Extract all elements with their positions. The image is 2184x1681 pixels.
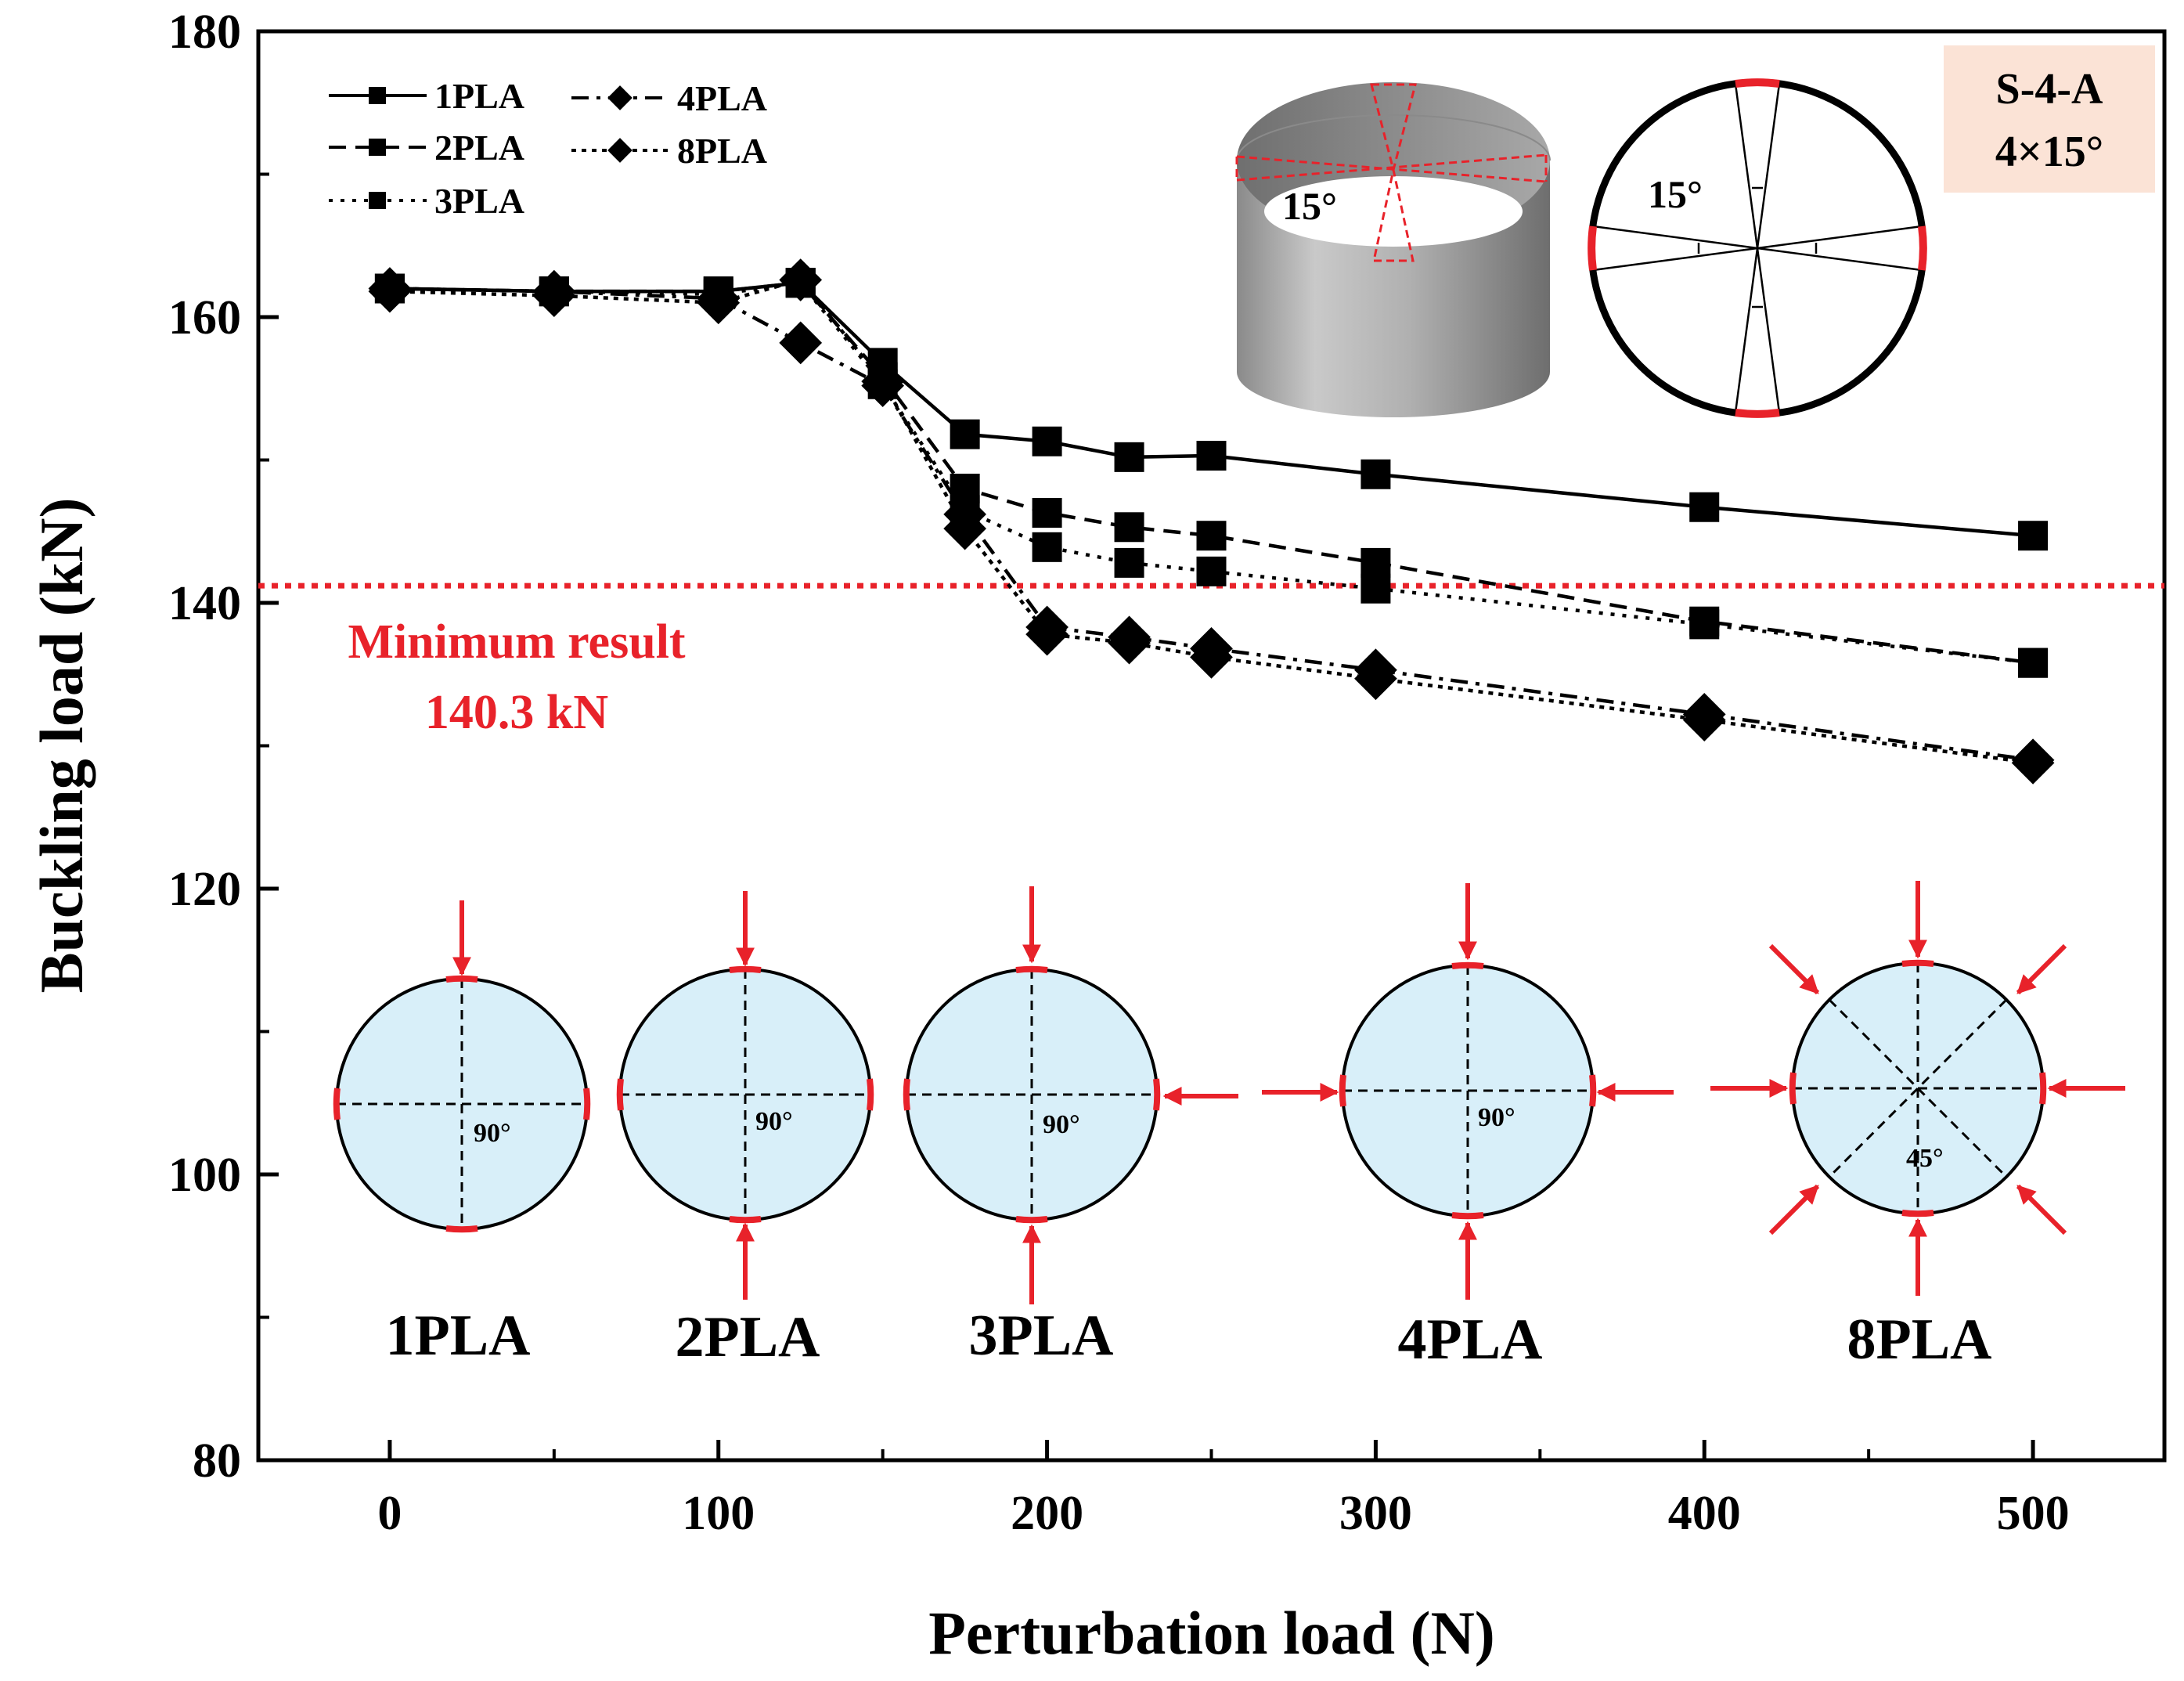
x-tick-label-100: 100 <box>682 1487 755 1540</box>
cross-section-inset: 15° <box>1588 78 1927 418</box>
cross-section-wedges <box>1592 83 1923 413</box>
point-1PLA-400 <box>1689 492 1720 522</box>
x-tick-label-500: 500 <box>1997 1487 2070 1540</box>
point-1PLA-250 <box>1196 441 1227 471</box>
annotation-box-bg <box>1944 45 2155 193</box>
x-tick-label-400: 400 <box>1668 1487 1741 1540</box>
x-axis-title: Perturbation load (N) <box>928 1599 1495 1667</box>
series-line-2PLA <box>389 280 2034 665</box>
annotation-box-line2: 4×15° <box>1995 128 2103 176</box>
diagram-1pla: 90° 1PLA <box>333 900 591 1368</box>
legend-marker-3PLA <box>369 192 386 209</box>
diagram-2pla-label: 2PLA <box>676 1305 820 1369</box>
legend-marker-2PLA <box>369 139 386 156</box>
point-2PLA-200 <box>1032 498 1062 528</box>
legend-label-4PLA: 4PLA <box>677 78 767 118</box>
diagram-3pla: 90° 3PLA <box>903 886 1238 1368</box>
diagram-1pla-angle: 90° <box>474 1119 511 1148</box>
y-tick-label-100: 100 <box>168 1149 241 1202</box>
point-8PLA-0 <box>368 269 412 313</box>
legend-item-8PLA: 8PLA <box>571 131 767 171</box>
point-8PLA-250 <box>1190 635 1233 679</box>
point-1PLA-300 <box>1360 459 1391 489</box>
series-8PLA <box>368 258 2055 785</box>
point-1PLA-175 <box>950 419 980 449</box>
legend: 1PLA 2PLA 3PLA 4PLA 8PLA <box>329 76 767 221</box>
legend-label-8PLA: 8PLA <box>677 131 767 171</box>
point-3PLA-250 <box>1196 556 1227 586</box>
diagram-4pla: 90° 4PLA <box>1262 883 1674 1372</box>
series-line-4PLA <box>389 287 2034 762</box>
x-tick-label-300: 300 <box>1339 1487 1412 1540</box>
imperfection-wedges <box>1235 83 1548 262</box>
diagram-8pla-angle: 45° <box>1906 1144 1944 1173</box>
point-8PLA-300 <box>1354 657 1397 701</box>
point-3PLA-225 <box>1114 547 1144 578</box>
cylinder-angle-label: 15° <box>1282 184 1337 228</box>
pla-diagrams: 90° 1PLA 90° 2PLA <box>333 881 2125 1372</box>
reference-line-group: Minimum result 140.3 kN <box>258 583 2164 739</box>
y-tick-label-120: 120 <box>168 863 241 916</box>
x-tick-label-0: 0 <box>377 1487 402 1540</box>
diagram-1pla-label: 1PLA <box>386 1304 531 1368</box>
series-layer <box>368 258 2055 785</box>
cross-section-angle-label: 15° <box>1648 172 1703 216</box>
point-3PLA-500 <box>2018 648 2049 678</box>
legend-marker-1PLA <box>369 87 386 104</box>
diagram-8pla-arrows <box>1710 881 2125 1296</box>
point-2PLA-225 <box>1114 512 1144 543</box>
legend-item-3PLA: 3PLA <box>329 181 524 221</box>
legend-label-3PLA: 3PLA <box>434 181 524 221</box>
cylinder-opening <box>1264 176 1523 247</box>
diagram-8pla-label: 8PLA <box>1847 1308 1992 1372</box>
point-3PLA-400 <box>1689 609 1720 640</box>
cylinder-inset: 15° <box>1235 82 1551 417</box>
diagram-8pla: 45° 8PLA <box>1710 881 2125 1372</box>
point-8PLA-175 <box>943 507 986 550</box>
annotation-box-line1: S-4-A <box>1996 65 2103 114</box>
point-1PLA-500 <box>2018 521 2049 551</box>
diagram-4pla-label: 4PLA <box>1398 1308 1543 1372</box>
y-tick-label-160: 160 <box>168 291 241 344</box>
point-8PLA-400 <box>1682 698 1726 742</box>
point-8PLA-150 <box>861 359 905 403</box>
point-3PLA-300 <box>1360 573 1391 604</box>
minimum-result-label: Minimum result <box>348 615 685 669</box>
legend-marker-4PLA <box>607 85 632 110</box>
point-8PLA-125 <box>779 258 823 301</box>
x-tick-label-200: 200 <box>1011 1487 1083 1540</box>
point-3PLA-200 <box>1032 532 1062 562</box>
point-2PLA-250 <box>1196 521 1227 551</box>
point-8PLA-50 <box>532 274 576 317</box>
legend-item-1PLA: 1PLA <box>329 76 524 116</box>
diagram-4pla-angle: 90° <box>1478 1103 1515 1132</box>
legend-item-2PLA: 2PLA <box>329 128 524 168</box>
cross-section-red-arcs <box>1588 78 1927 418</box>
diagram-2pla-angle: 90° <box>755 1107 793 1136</box>
y-tick-label-180: 180 <box>168 5 241 59</box>
point-8PLA-225 <box>1108 621 1151 665</box>
point-8PLA-200 <box>1025 612 1069 656</box>
legend-label-2PLA: 2PLA <box>434 128 524 168</box>
diagram-3pla-label: 3PLA <box>969 1304 1114 1368</box>
point-4PLA-125 <box>779 321 823 365</box>
diagram-2pla: 90° 2PLA <box>616 891 874 1369</box>
annotation-box: S-4-A 4×15° <box>1944 45 2155 193</box>
y-axis-title: Buckling load (kN) <box>27 498 96 994</box>
legend-label-1PLA: 1PLA <box>434 76 524 116</box>
legend-item-4PLA: 4PLA <box>571 78 767 118</box>
legend-marker-8PLA <box>607 138 632 163</box>
axes: 0 100 200 300 400 500 80 100 120 140 160 180 <box>168 5 2070 1540</box>
point-8PLA-100 <box>697 281 741 325</box>
point-8PLA-500 <box>2011 741 2055 785</box>
minimum-result-value: 140.3 kN <box>425 686 608 739</box>
y-tick-label-80: 80 <box>193 1434 241 1488</box>
point-1PLA-200 <box>1032 426 1062 456</box>
point-2PLA-300 <box>1360 547 1391 578</box>
y-tick-label-140: 140 <box>168 577 241 630</box>
diagram-3pla-angle: 90° <box>1043 1110 1080 1139</box>
series-line-8PLA <box>389 277 2034 765</box>
point-1PLA-225 <box>1114 442 1144 472</box>
